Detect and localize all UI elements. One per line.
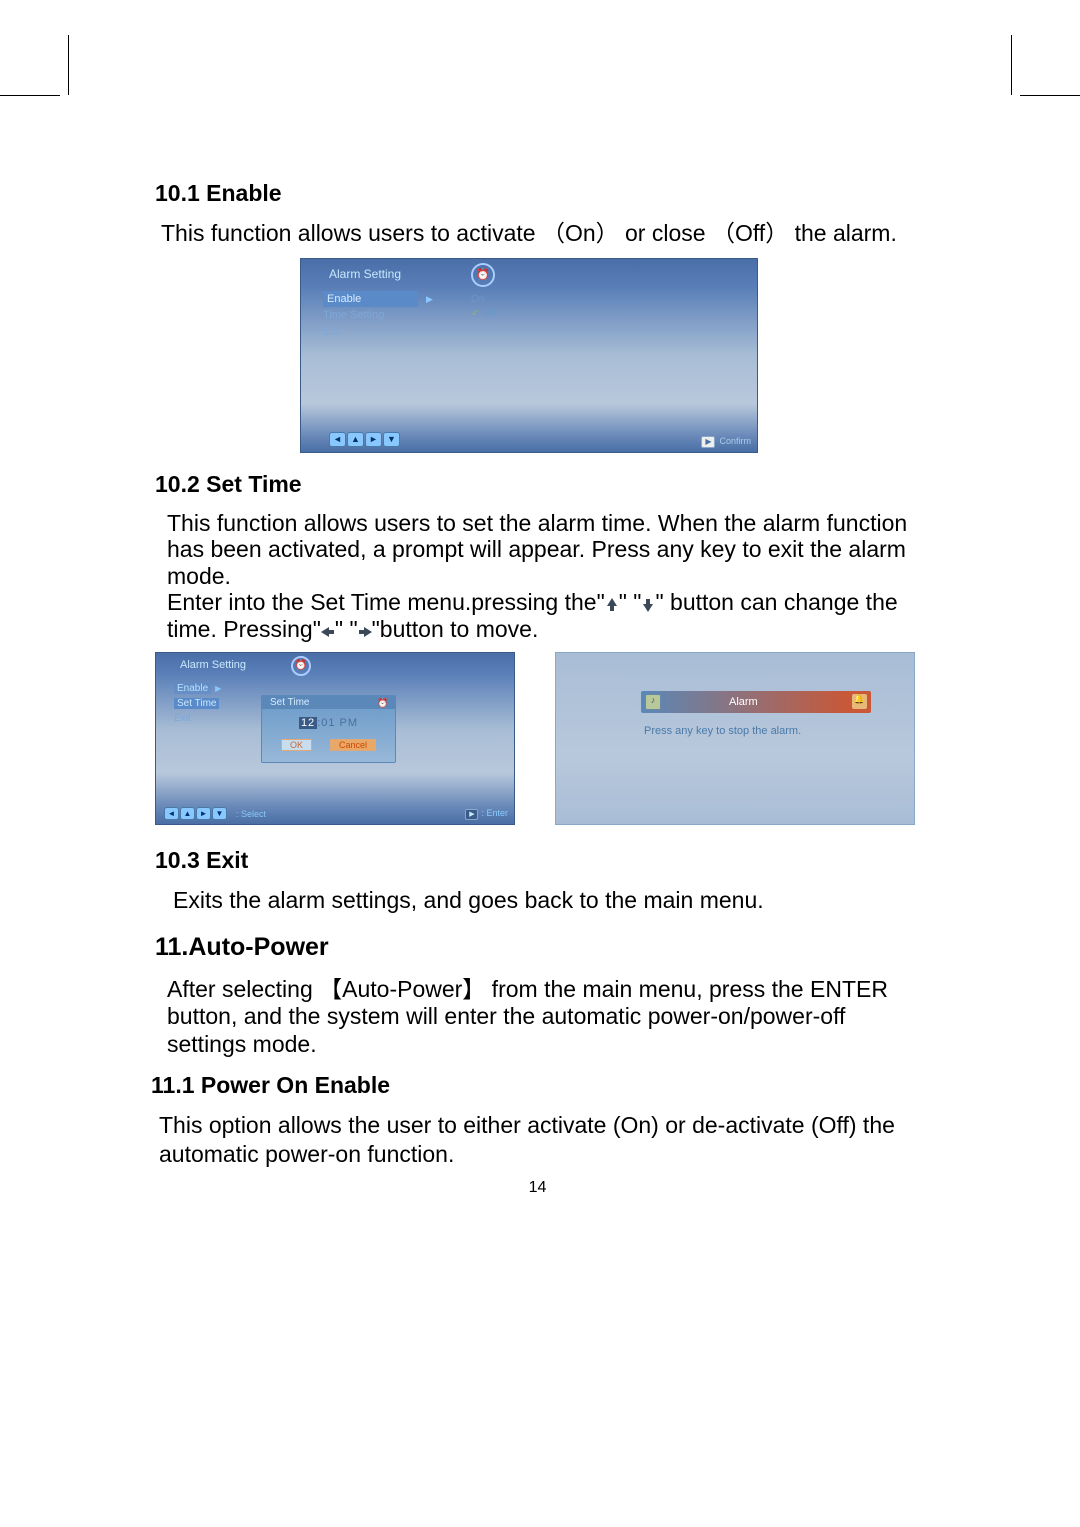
heading-11: 11.Auto-Power <box>155 933 920 962</box>
menu-exit: Exit <box>323 324 433 341</box>
alarm-icon: ⏰ <box>291 656 311 676</box>
ok-button: OK <box>281 739 312 751</box>
alarm-icon: ⏰ <box>377 698 389 710</box>
nav-down-icon: ▼ <box>383 432 400 447</box>
screenshot-row: Alarm Setting ⏰ Enable ▶ Set Time Exit Se… <box>155 652 920 825</box>
nav-up-icon: ▲ <box>347 432 364 447</box>
chevron-right-icon: ▶ <box>215 684 221 693</box>
info-icon: ♪ <box>645 694 661 710</box>
nav-left-icon: ◄ <box>164 807 179 820</box>
nav-right-icon: ► <box>196 807 211 820</box>
select-label: : Select <box>236 809 266 819</box>
heading-10-1: 10.1 Enable <box>155 180 920 207</box>
option-off: Off <box>483 308 496 319</box>
body-11-1: This option allows the user to either ac… <box>155 1111 920 1169</box>
body-10-1: This function allows users to activate （… <box>155 219 920 248</box>
heading-11-1: 11.1 Power On Enable <box>151 1072 920 1099</box>
arrow-up-icon <box>605 598 619 612</box>
menu-time-setting: Time Setting <box>323 307 433 324</box>
heading-10-3: 10.3 Exit <box>155 847 920 874</box>
crop-marks <box>0 0 1080 95</box>
body-10-3: Exits the alarm settings, and goes back … <box>155 886 920 915</box>
alarm-label: Alarm <box>729 696 758 708</box>
cancel-button: Cancel <box>330 739 376 751</box>
arrow-right-icon <box>358 625 372 639</box>
menu-enable: Enable <box>323 291 418 308</box>
time-display: 12:01 PM <box>262 717 395 729</box>
nav-down-icon: ▼ <box>212 807 227 820</box>
enter-label: ▶: Enter <box>465 808 508 820</box>
body-10-2: This function allows users to set the al… <box>155 510 920 642</box>
play-icon: ▶ <box>701 436 715 448</box>
screenshot-enable: Alarm Setting ⏰ Enable ▶ Time Setting Exi… <box>155 258 920 453</box>
arrow-down-icon <box>641 598 655 612</box>
panel-title: Set Time <box>262 696 395 709</box>
alarm-icon: ⏰ <box>471 263 495 287</box>
screenshot-set-time: Alarm Setting ⏰ Enable ▶ Set Time Exit Se… <box>155 652 515 825</box>
nav-right-icon: ► <box>365 432 382 447</box>
arrow-left-icon <box>321 625 335 639</box>
heading-10-2: 10.2 Set Time <box>155 471 920 498</box>
nav-buttons: ◄ ▲ ► ▼ <box>329 432 401 447</box>
menu-set-time: Set Time <box>174 698 219 709</box>
screenshot-alarm: ♪ Alarm 🔔 Press any key to stop the alar… <box>555 652 915 825</box>
check-icon: ✓ <box>471 308 479 319</box>
chevron-right-icon: ▶ <box>426 294 433 304</box>
confirm-label: ▶Confirm <box>701 436 751 448</box>
page-number: 14 <box>155 1179 920 1197</box>
play-icon: ▶ <box>465 809 478 820</box>
bell-icon: 🔔 <box>852 694 867 709</box>
nav-up-icon: ▲ <box>180 807 195 820</box>
alarm-prompt-text: Press any key to stop the alarm. <box>644 725 801 737</box>
shot2-title: Alarm Setting <box>180 659 246 671</box>
nav-left-icon: ◄ <box>329 432 346 447</box>
set-time-panel: Set Time ⏰ 12:01 PM OK Cancel <box>261 695 396 763</box>
body-11: After selecting 【Auto-Power】 from the ma… <box>155 976 920 1059</box>
page-content: 10.1 Enable This function allows users t… <box>0 95 1080 1217</box>
shot1-title: Alarm Setting <box>329 267 401 281</box>
option-on: On <box>471 293 497 307</box>
menu-enable: Enable <box>174 683 211 694</box>
menu-exit: Exit <box>174 711 221 726</box>
nav-buttons: ◄ ▲ ► ▼ <box>164 807 228 820</box>
